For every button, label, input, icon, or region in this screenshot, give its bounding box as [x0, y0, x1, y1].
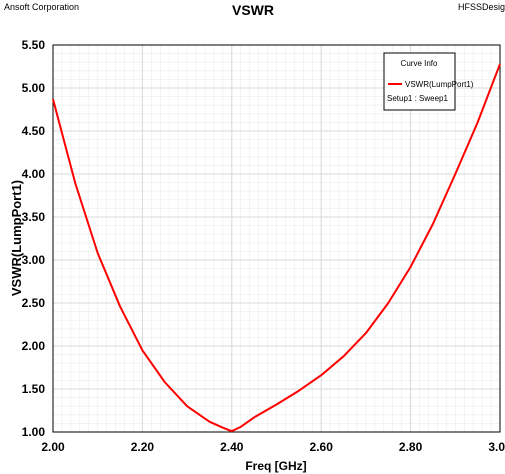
- plot-frame: [52, 44, 501, 433]
- series-line-vswr: [52, 63, 501, 433]
- y-tick-label: 3.00: [22, 253, 46, 267]
- x-tick-label: 2.80: [399, 440, 423, 454]
- x-axis-label: Freq [GHz]: [245, 459, 306, 473]
- legend-frame: [383, 52, 456, 111]
- y-tick-label: 3.50: [22, 210, 46, 224]
- y-tick-label: 5.50: [22, 38, 46, 52]
- curve-layer: [52, 63, 501, 433]
- design-label: HFSSDesign: [458, 2, 505, 12]
- x-tick-label: 2.40: [220, 440, 244, 454]
- y-tick-label: 2.50: [22, 296, 46, 310]
- x-tick-label: 2.20: [131, 440, 155, 454]
- chart-title: VSWR: [232, 2, 274, 18]
- y-tick-label: 1.00: [22, 425, 46, 439]
- legend-box[interactable]: Curve Info VSWR(LumpPort1) Setup1 : Swee…: [383, 52, 474, 111]
- x-tick-label: 2.00: [41, 440, 65, 454]
- plot-border: [52, 44, 501, 433]
- legend-setup-label: Setup1 : Sweep1: [387, 94, 448, 103]
- y-axis-label: VSWR(LumpPort1): [9, 180, 24, 296]
- y-tick-label: 2.00: [22, 339, 46, 353]
- company-label: Ansoft Corporation: [4, 2, 79, 12]
- tick-labels: 2.00 2.20 2.40 2.60 2.80 3.00 1.00 1.50 2.00 2.50…: [22, 38, 505, 454]
- y-tick-label: 1.50: [22, 382, 46, 396]
- legend-series-label: VSWR(LumpPort1): [405, 80, 474, 89]
- legend-title: Curve Info: [401, 59, 438, 68]
- y-tick-label: 4.50: [22, 124, 46, 138]
- x-tick-label: 3.00: [488, 440, 505, 454]
- y-tick-label: 5.00: [22, 81, 46, 95]
- y-tick-label: 4.00: [22, 167, 46, 181]
- x-tick-label: 2.60: [310, 440, 334, 454]
